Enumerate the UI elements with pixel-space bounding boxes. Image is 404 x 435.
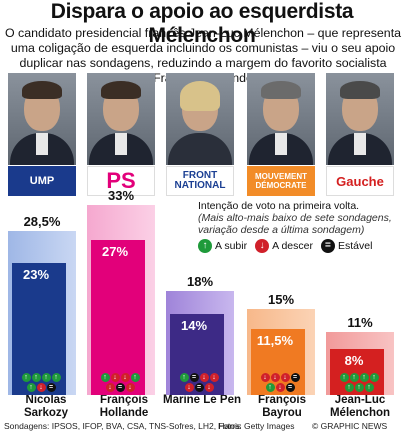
arrow-up-icon: ↑ (21, 373, 31, 382)
arrow-down-icon: ↓ (280, 373, 290, 382)
arrow-down-icon: ↓ (260, 373, 270, 382)
equals-icon: = (46, 383, 56, 392)
photo-hollande (87, 73, 155, 165)
label-low-ump: 23% (22, 266, 50, 282)
equals-icon: = (320, 239, 335, 253)
arrow-up-icon: ↑ (354, 383, 364, 392)
label-low-modem: 11,5% (256, 332, 294, 348)
equals-icon: = (290, 373, 300, 382)
label-high-modem: 15% (267, 291, 295, 307)
equals-icon: = (189, 373, 199, 382)
arrow-up-icon: ↑ (179, 373, 189, 382)
photo-credit: Fotos: Getty Images (218, 421, 295, 431)
arrow-down-icon: ↓ (275, 383, 285, 392)
arrow-down-icon: ↓ (110, 373, 120, 382)
label-high-ps: 33% (107, 188, 135, 203)
arrow-down-icon: ↓ (105, 383, 115, 392)
source-note: Sondagens: IPSOS, IFOP, BVA, CSA, TNS-So… (4, 421, 242, 431)
arrow-down-icon: ↓ (36, 383, 46, 392)
arrow-up-icon: ↑ (41, 373, 51, 382)
equals-icon: = (115, 383, 125, 392)
label-high-fg: 11% (347, 314, 373, 330)
label-high-ump: 28,5% (23, 213, 61, 229)
legend-stable: Estável (337, 240, 373, 252)
legend-up: A subir (215, 240, 248, 252)
arrow-up-icon: ↑ (265, 383, 275, 392)
arrow-down-icon: ↓ (184, 383, 194, 392)
name-bayrou: François Bayrou (258, 394, 306, 419)
arrow-up-icon: ↑ (369, 373, 379, 382)
bar-low-ps (91, 239, 145, 395)
arrow-down-icon: ↓ (125, 383, 135, 392)
logo-front-national: FRONT NATIONAL (166, 166, 234, 196)
arrow-up-icon: ↑ (359, 373, 369, 382)
arrow-down-icon: ↓ (204, 383, 214, 392)
name-sarkozy: Nicolas Sarkozy (23, 394, 69, 419)
legend: Intenção de voto na primeira volta. (Mai… (198, 200, 402, 253)
trend-modem: ↓ ↓ ↓ = ↑ ↓ = (255, 373, 305, 435)
name-melenchon: Jean-Luc Mélenchon (329, 394, 391, 419)
photo-le-pen (166, 73, 234, 165)
name-hollande: François Hollande (99, 394, 149, 419)
trend-fg: ↑ ↑ ↑ ↑ ↑ ↑ ↑ (334, 373, 384, 435)
arrow-up-icon: ↑ (26, 383, 36, 392)
arrow-up-icon: ↑ (130, 373, 140, 382)
headline: Dispara o apoio ao esquerdista Mélenchon (50, 0, 354, 47)
label-low-fg: 8% (344, 352, 364, 368)
arrow-down-icon: ↓ (120, 373, 130, 382)
arrow-up-icon: ↑ (344, 383, 354, 392)
logo-front-de-gauche: Gauche (326, 166, 394, 196)
equals-icon: = (285, 383, 295, 392)
arrow-up-icon: ↑ (51, 373, 61, 382)
copyright: © GRAPHIC NEWS (312, 421, 388, 431)
arrow-up-icon: ↑ (349, 373, 359, 382)
arrow-down-icon: ↓ (270, 373, 280, 382)
arrow-down-icon: ↓ (199, 373, 209, 382)
arrow-up-icon: ↑ (364, 383, 374, 392)
photo-bayrou (247, 73, 315, 165)
legend-down: A descer (272, 240, 313, 252)
arrow-down-icon: ↓ (255, 239, 270, 253)
trend-ps: ↑ ↓ ↓ ↑ ↓ = ↓ (95, 373, 145, 435)
arrow-up-icon: ↑ (339, 373, 349, 382)
label-low-fn: 14% (180, 318, 208, 334)
legend-heading: Intenção de voto na primeira volta. (198, 200, 360, 212)
equals-icon: = (194, 383, 204, 392)
arrow-down-icon: ↓ (209, 373, 219, 382)
trend-ump: ↑ ↑ ↑ ↑ ↑ ↓ = (16, 373, 66, 435)
arrow-up-icon: ↑ (31, 373, 41, 382)
legend-note: (Mais alto-mais baixo de sete sondagens,… (198, 212, 392, 236)
logo-ump: UMP (8, 166, 76, 196)
label-high-fn: 18% (186, 274, 214, 290)
arrow-up-icon: ↑ (100, 373, 110, 382)
bar-low-ump (12, 262, 66, 395)
arrow-up-icon: ↑ (198, 239, 212, 253)
logo-modem: MOUVEMENT DÉMOCRATE (247, 166, 315, 196)
name-le-pen: Marine Le Pen (163, 394, 241, 406)
logo-ps: PS (87, 166, 155, 196)
label-low-ps: 27% (101, 243, 129, 259)
photo-sarkozy (8, 73, 76, 165)
photo-melenchon (326, 73, 394, 165)
trend-fn: ↑ = ↓ ↓ ↓ = ↓ (174, 373, 224, 435)
